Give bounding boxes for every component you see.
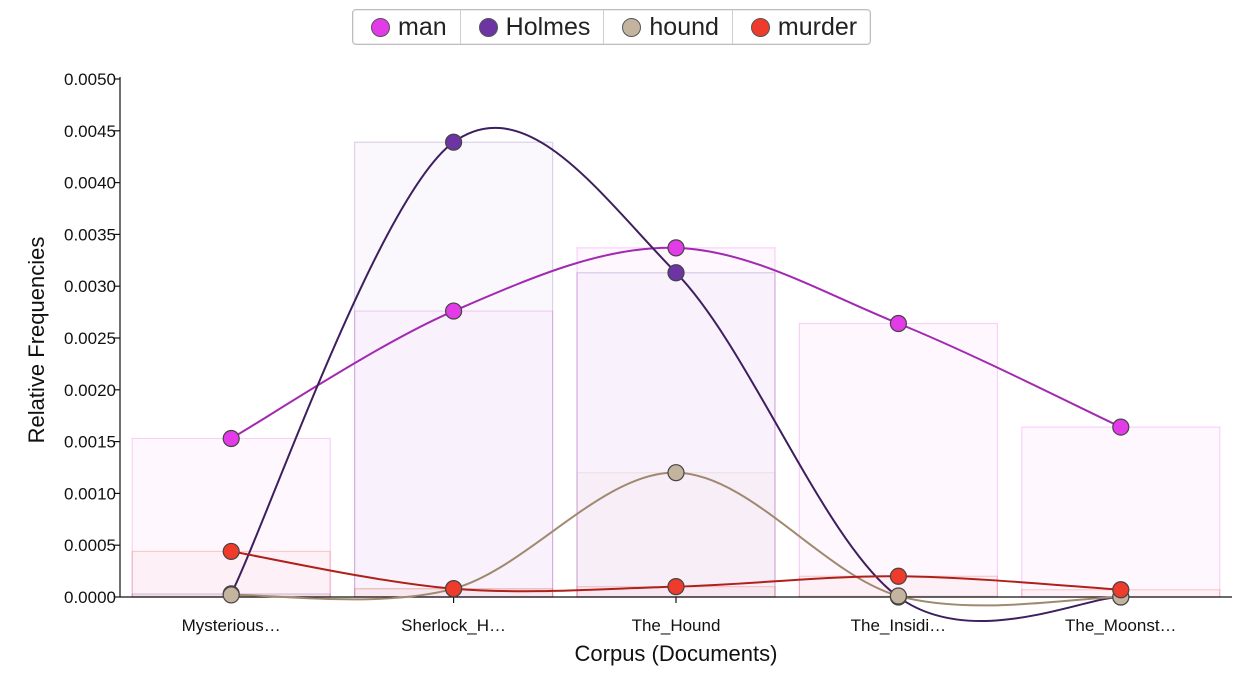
points-layer: [222, 133, 1130, 606]
point-murder-4[interactable]: [1112, 581, 1130, 599]
y-axis-title: Relative Frequencies: [24, 237, 49, 444]
y-tick-label: 0.0000: [64, 588, 116, 607]
y-tick-label: 0.0005: [64, 536, 116, 555]
series-line-holmes: [230, 127, 1121, 622]
bar-man-4: [1021, 426, 1221, 598]
legend-label-man: man: [398, 12, 447, 41]
y-tick-label: 0.0035: [64, 225, 116, 244]
point-holmes-1[interactable]: [445, 133, 463, 151]
point-man-2[interactable]: [667, 239, 685, 257]
point-hound-3[interactable]: [889, 587, 908, 605]
x-axis-title: Corpus (Documents): [575, 641, 778, 666]
point-holmes-2[interactable]: [667, 264, 685, 282]
x-tick-label: The_Moonst…: [1065, 616, 1177, 635]
x-tick-label: Mysterious…: [182, 616, 281, 635]
point-murder-1[interactable]: [445, 580, 463, 598]
legend-item-hound[interactable]: hound: [604, 10, 733, 44]
legend-label-holmes: Holmes: [505, 12, 591, 41]
bars-layer: [131, 141, 1221, 598]
point-man-4[interactable]: [1112, 418, 1130, 436]
legend-item-murder[interactable]: murder: [733, 10, 870, 44]
legend-item-holmes[interactable]: Holmes: [461, 10, 605, 44]
chart-legend: man Holmes hound murder: [352, 9, 872, 45]
y-tick-label: 0.0010: [64, 484, 116, 503]
point-hound-0[interactable]: [222, 586, 240, 604]
legend-swatch-man-icon: [371, 17, 390, 37]
y-tick-label: 0.0025: [64, 329, 116, 348]
point-murder-0[interactable]: [222, 542, 240, 561]
point-man-0[interactable]: [222, 429, 240, 448]
legend-swatch-holmes-icon: [478, 17, 498, 37]
legend-swatch-hound-icon: [622, 17, 642, 37]
point-man-3[interactable]: [889, 314, 908, 333]
y-tick-label: 0.0050: [64, 70, 116, 89]
x-tick-label: The_Hound: [632, 616, 721, 635]
point-hound-2[interactable]: [667, 464, 685, 482]
axes-layer: 0.0000 0.0005 0.0010 0.0015 0.0020 0.0025 0.00…: [64, 70, 1232, 635]
y-tick-label: 0.0045: [64, 122, 116, 141]
legend-label-murder: murder: [777, 12, 858, 41]
point-murder-2[interactable]: [667, 578, 685, 596]
x-tick-label: The_Insidi…: [851, 616, 946, 635]
legend-swatch-murder-icon: [750, 17, 770, 37]
y-tick-label: 0.0030: [64, 277, 116, 296]
point-man-1[interactable]: [445, 302, 463, 320]
point-murder-3[interactable]: [889, 567, 908, 585]
bar-man-3: [798, 322, 999, 598]
y-tick-label: 0.0015: [64, 433, 116, 452]
bar-holmes-1: [354, 141, 554, 598]
y-tick-label: 0.0040: [64, 174, 116, 193]
legend-label-hound: hound: [649, 12, 719, 41]
x-tick-label: Sherlock_H…: [401, 616, 506, 635]
y-tick-label: 0.0020: [64, 381, 116, 400]
legend-item-man[interactable]: man: [353, 10, 461, 44]
